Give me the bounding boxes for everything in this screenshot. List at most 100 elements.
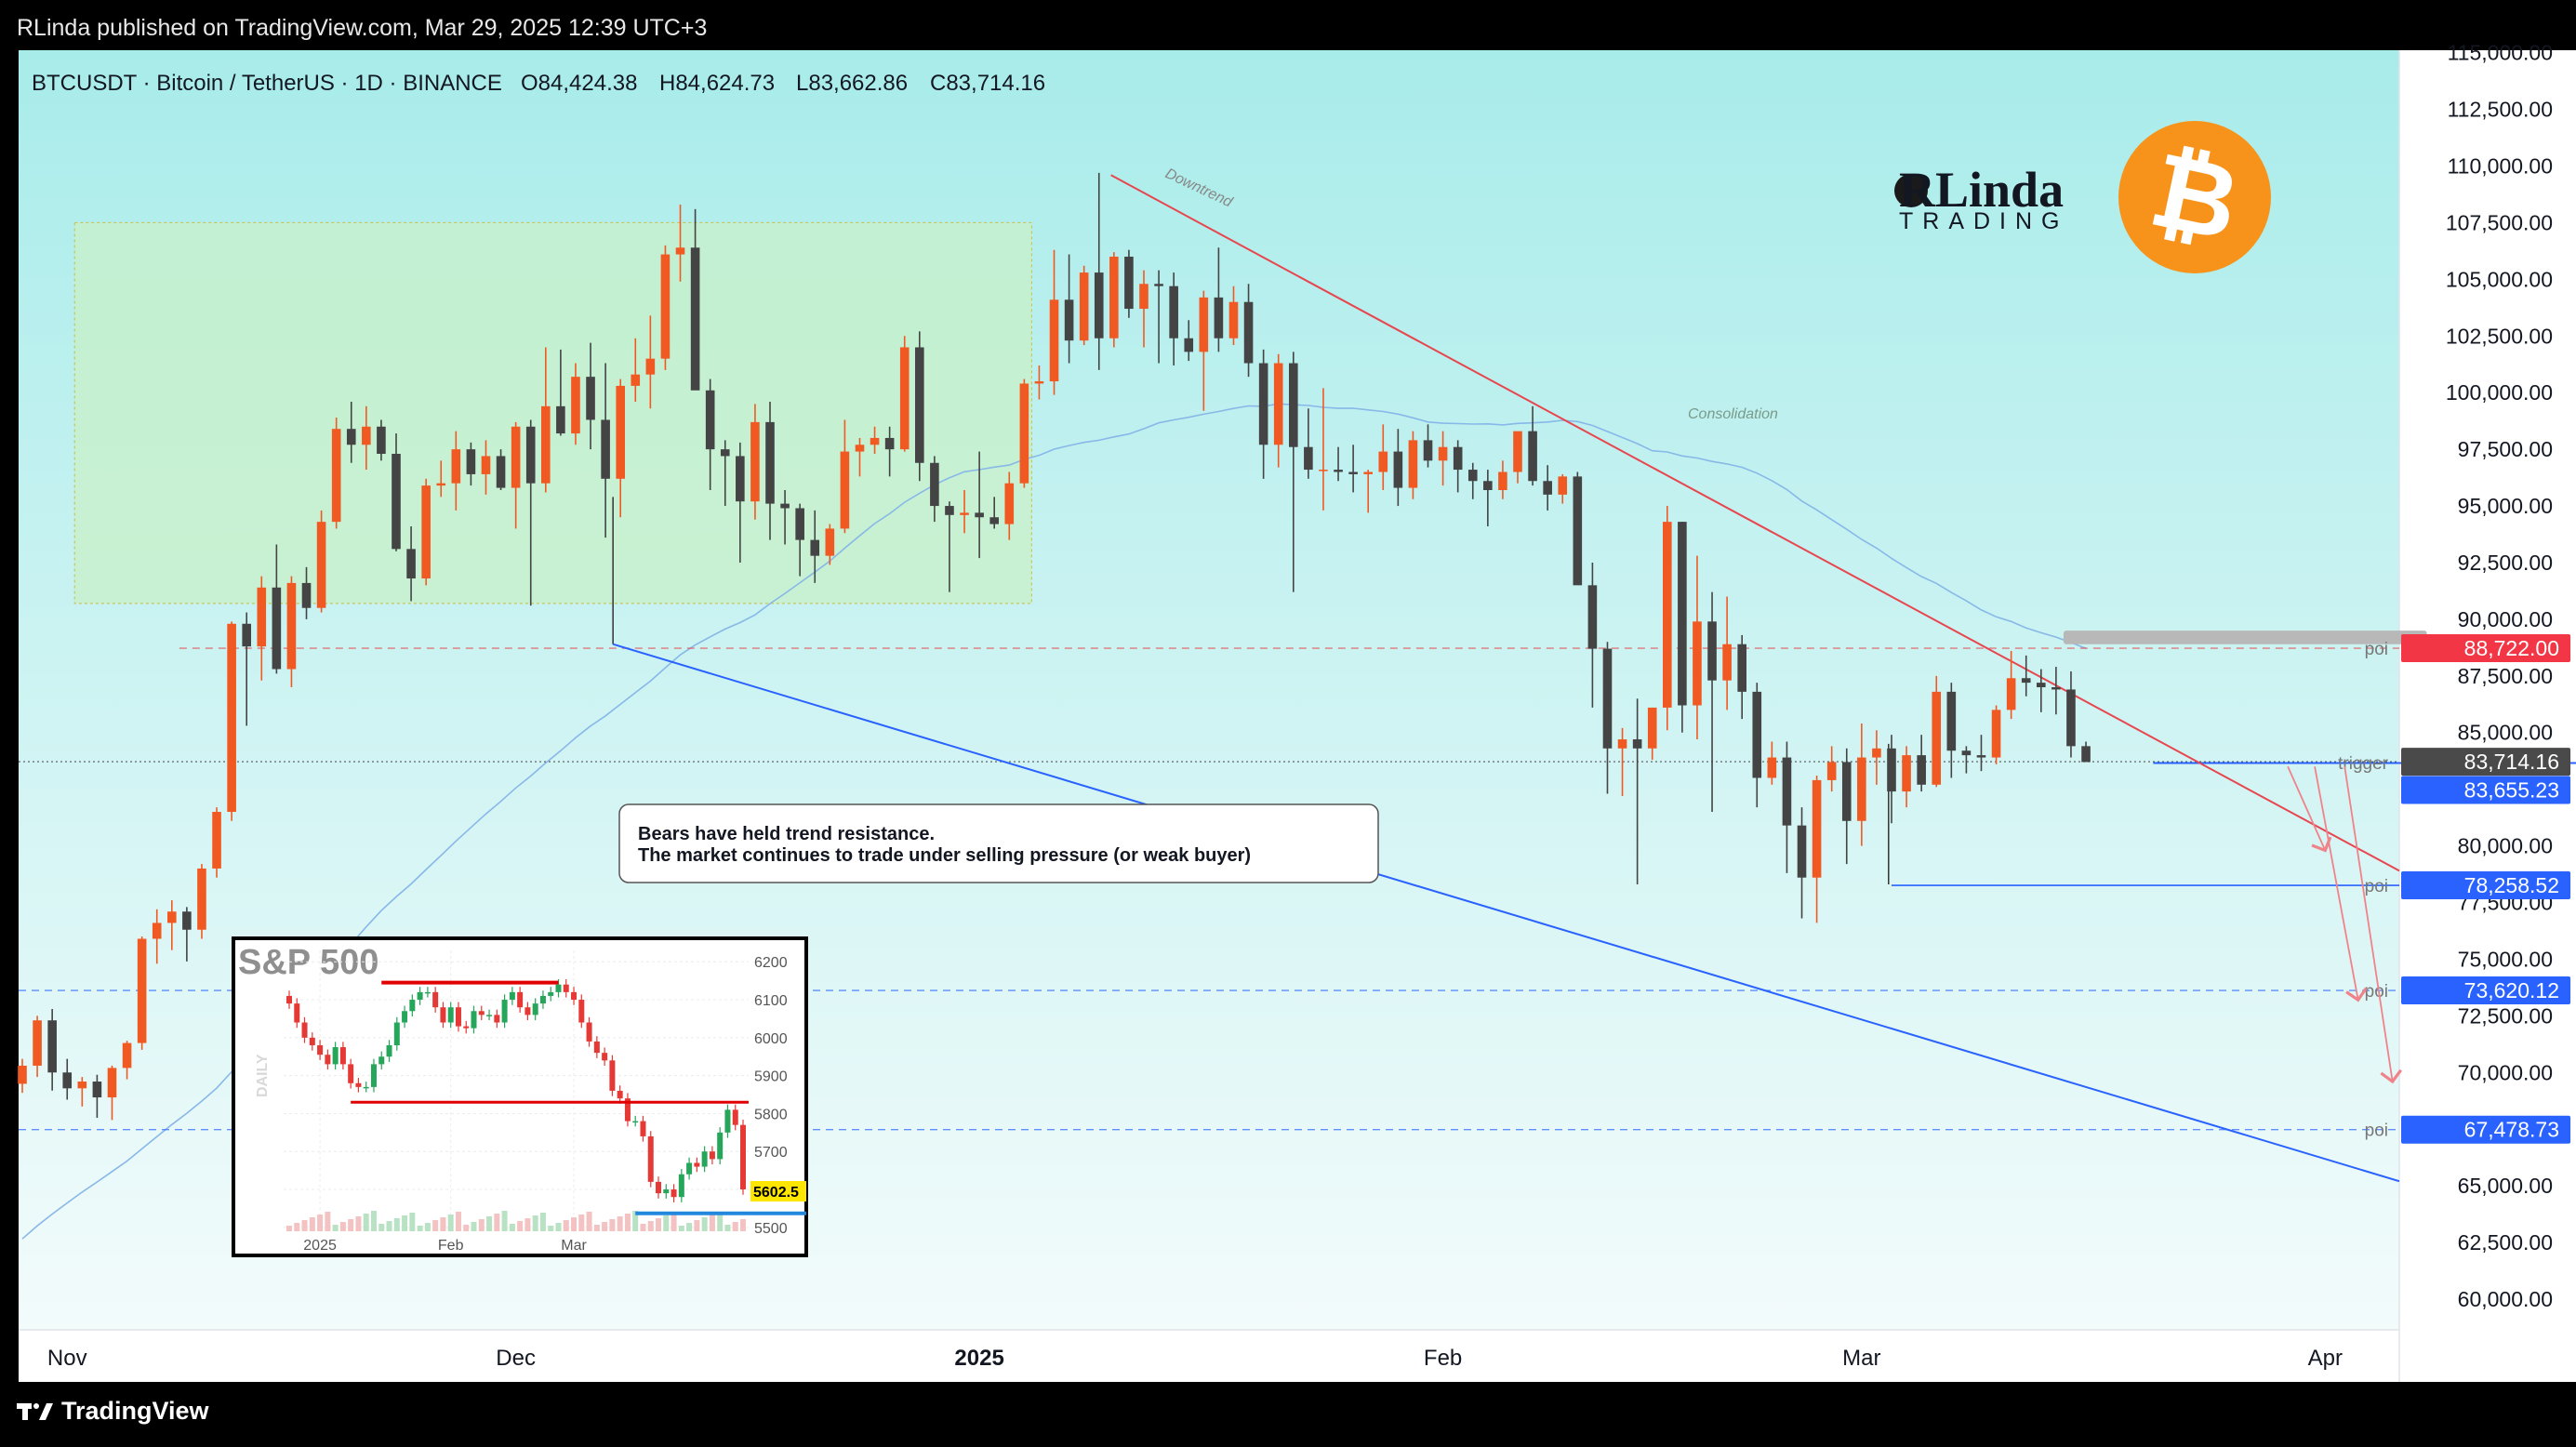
candle-body	[631, 374, 641, 386]
price-tick-label: 107,500.00	[2446, 210, 2553, 234]
price-label-box	[2401, 976, 2570, 1005]
candle-body	[1378, 451, 1388, 472]
candle-body	[272, 587, 282, 670]
inset-volume-bar	[294, 1223, 300, 1231]
price-tick-label: 65,000.00	[2458, 1174, 2553, 1198]
inset-candle-body	[571, 991, 578, 1001]
inset-candle-body	[494, 1015, 500, 1023]
inset-candle-body	[325, 1055, 331, 1065]
inset-volume-bar	[617, 1216, 623, 1231]
candle-body	[331, 429, 341, 523]
candle-body	[1423, 440, 1433, 461]
inset-volume-bar	[609, 1219, 616, 1231]
inset-candle-body	[593, 1041, 600, 1054]
candle-body	[1752, 691, 1762, 778]
inset-candle-body	[432, 991, 439, 1008]
candle-body	[571, 377, 580, 434]
price-label-text: 73,620.12	[2464, 978, 2559, 1002]
inset-volume-bar	[532, 1215, 538, 1231]
candle-body	[1587, 585, 1598, 649]
price-tick-label: 115,000.00	[2448, 41, 2553, 65]
candle-body	[451, 449, 461, 484]
ohlc-close: C83,714.16	[930, 71, 1045, 96]
candle-body	[1663, 522, 1672, 708]
candle-body	[1872, 748, 1881, 758]
inset-candle-body	[348, 1064, 354, 1083]
inset-volume-bar	[386, 1221, 392, 1231]
inset-volume-bar	[424, 1223, 431, 1231]
candle-body	[1946, 691, 1957, 751]
candle-body	[2021, 678, 2031, 684]
time-tick-label: 2025	[954, 1346, 1003, 1371]
candle-body	[406, 549, 416, 579]
inset-volume-bar	[417, 1226, 423, 1231]
candle-body	[1124, 257, 1134, 310]
symbol-legend[interactable]: BTCUSDT · Bitcoin / TetherUS · 1D · BINA…	[32, 71, 502, 96]
inset-candle-body	[563, 984, 569, 992]
candle-body	[1693, 621, 1702, 706]
candle-body	[197, 868, 206, 930]
candle-body	[1139, 284, 1149, 310]
inset-volume-bar	[732, 1222, 738, 1231]
candle-body	[1917, 755, 1926, 785]
publish-bar: RLinda published on TradingView.com, Mar…	[0, 0, 2576, 50]
inset-candle-body	[732, 1109, 738, 1125]
candle-body	[1647, 707, 1657, 749]
inset-title: S&P 500	[238, 943, 378, 982]
candle-body	[62, 1072, 73, 1089]
note-line-2: The market continues to trade under sell…	[638, 845, 1251, 866]
candles-layer	[18, 172, 2091, 1121]
poi-tag: poi	[2365, 1122, 2388, 1141]
inset-volume	[286, 1211, 746, 1231]
candle-body	[1258, 363, 1268, 445]
consolidation-zone-layer	[73, 221, 1032, 604]
inset-candle-body	[617, 1090, 623, 1099]
price-label-text: 88,722.00	[2464, 636, 2559, 660]
inset-time-tick: Feb	[438, 1238, 464, 1254]
candle-body	[212, 812, 221, 869]
candle-body	[1961, 750, 1972, 756]
tradingview-logo-icon	[17, 1402, 53, 1420]
logo-brand: RLinda	[1899, 162, 2064, 218]
inset-volume-bar	[709, 1215, 715, 1231]
inset-candle-body	[402, 1011, 408, 1023]
time-tick-label: Mar	[1842, 1346, 1880, 1371]
time-scale[interactable]: Nov Dec 2025 Feb Mar Apr	[47, 1346, 2343, 1371]
sp500-inset-chart: S&P 500 DAILY 6200 6100 6000 5900 5800 5700 56…	[232, 936, 808, 1257]
time-tick-label: Feb	[1424, 1346, 1462, 1371]
footer-bar	[0, 1382, 2576, 1447]
candle-body	[1453, 446, 1463, 471]
candle-body	[601, 419, 610, 479]
candle-body	[1109, 257, 1119, 339]
price-label-box	[2401, 776, 2570, 804]
price-chart[interactable]: poi trigger poi poi poi 115,000.00 112,500.00…	[0, 0, 2576, 1382]
tradingview-logo[interactable]: TradingView	[17, 1397, 209, 1426]
resistance-band	[2063, 631, 2427, 644]
candle-body	[1991, 710, 2001, 758]
inset-candle-body	[647, 1135, 654, 1182]
candle-body	[855, 445, 865, 452]
inset-price-tick: 6000	[754, 1031, 788, 1047]
price-tick-label: 70,000.00	[2458, 1060, 2553, 1084]
inset-candle-body	[509, 991, 515, 1001]
inset-volume-bar	[393, 1218, 400, 1231]
inset-candle-body	[309, 1037, 315, 1045]
price-tick-label: 80,000.00	[2458, 834, 2553, 858]
candle-body	[2006, 678, 2016, 710]
time-axis-background	[19, 1330, 2399, 1382]
projection-arrow	[2287, 765, 2332, 853]
inset-volume-bar	[701, 1217, 708, 1231]
candle-body	[1812, 779, 1822, 878]
price-tick-label: 72,500.00	[2458, 1003, 2553, 1028]
candle-body	[660, 254, 671, 359]
inset-volume-bar	[486, 1216, 493, 1231]
price-tick-label: 87,500.00	[2458, 664, 2553, 688]
inset-volume-bar	[686, 1223, 693, 1231]
inset-volume-bar	[724, 1225, 731, 1231]
inset-candle-body	[393, 1022, 400, 1045]
candle-body	[1932, 691, 1942, 785]
logo-head-icon	[1894, 174, 1928, 207]
inset-volume-bar	[286, 1226, 292, 1231]
inset-volume-bar	[602, 1222, 608, 1231]
inset-candle-body	[656, 1181, 662, 1194]
